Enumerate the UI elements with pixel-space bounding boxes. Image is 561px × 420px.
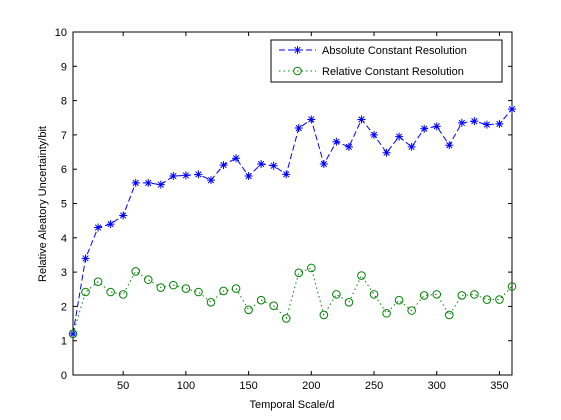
data-point-absolute xyxy=(169,172,178,181)
data-point-absolute xyxy=(307,115,316,124)
data-point-relative xyxy=(269,301,278,311)
data-point-absolute xyxy=(332,137,341,146)
data-point-relative xyxy=(181,284,191,293)
data-point-relative xyxy=(369,290,379,299)
x-tick-label: 50 xyxy=(117,380,129,392)
data-point-absolute xyxy=(395,132,404,141)
data-point-absolute xyxy=(370,130,379,139)
data-point-relative xyxy=(194,287,203,297)
data-point-absolute xyxy=(457,118,466,127)
data-point-absolute xyxy=(357,115,366,124)
data-point-absolute xyxy=(131,178,140,187)
x-tick-label: 350 xyxy=(490,380,508,392)
data-point-relative xyxy=(495,295,504,304)
data-point-absolute xyxy=(420,124,429,133)
legend-label-absolute: Absolute Constant Resolution xyxy=(322,45,467,57)
legend-box xyxy=(270,39,503,83)
data-point-relative xyxy=(457,291,467,300)
data-point-relative xyxy=(256,295,266,305)
y-tick-label: 4 xyxy=(61,233,67,245)
x-axis-label: Temporal Scale/d xyxy=(250,399,335,411)
data-point-relative xyxy=(244,305,253,315)
data-point-relative xyxy=(143,275,153,284)
data-point-relative xyxy=(332,290,341,299)
data-point-absolute xyxy=(144,178,153,187)
data-point-absolute xyxy=(294,124,303,133)
y-axis-label: Relative Aleatory Uncertainty/bit xyxy=(37,126,49,282)
y-tick-label: 2 xyxy=(61,301,67,313)
y-tick-label: 6 xyxy=(61,164,67,176)
data-point-relative xyxy=(444,310,454,320)
data-point-relative xyxy=(93,277,103,287)
y-tick-label: 1 xyxy=(61,336,67,348)
data-point-relative xyxy=(382,308,391,318)
legend-marker-relative xyxy=(293,66,302,76)
legend: Absolute Constant Resolution Relative Co… xyxy=(270,39,503,83)
data-point-relative xyxy=(118,290,128,299)
data-point-absolute xyxy=(106,220,115,229)
y-tick-label: 5 xyxy=(61,199,67,211)
data-point-absolute xyxy=(282,170,291,179)
data-point-relative xyxy=(231,284,241,293)
data-point-absolute xyxy=(445,141,454,150)
y-tick-label: 7 xyxy=(61,130,67,142)
data-point-relative xyxy=(407,306,416,315)
data-point-absolute xyxy=(119,211,128,220)
data-point-relative xyxy=(294,268,304,278)
data-point-relative xyxy=(307,263,316,273)
y-tick-label: 9 xyxy=(61,61,67,73)
data-point-relative xyxy=(319,310,329,320)
data-point-absolute xyxy=(94,223,103,232)
data-point-relative xyxy=(419,291,429,300)
data-point-absolute xyxy=(495,119,504,128)
x-tick-label: 250 xyxy=(365,380,383,392)
data-point-relative xyxy=(470,290,479,299)
data-point-relative xyxy=(131,267,141,276)
data-point-relative xyxy=(507,282,517,291)
data-point-absolute xyxy=(344,142,353,151)
data-point-relative xyxy=(482,295,492,304)
x-tick-label: 200 xyxy=(302,380,320,392)
data-point-absolute xyxy=(257,160,266,169)
data-point-absolute xyxy=(482,120,491,129)
data-point-absolute xyxy=(206,176,215,185)
data-point-absolute xyxy=(407,142,416,151)
y-tick-label: 3 xyxy=(61,267,67,279)
data-point-absolute xyxy=(244,172,253,181)
data-point-relative xyxy=(344,297,354,307)
y-tick-label: 10 xyxy=(55,27,67,39)
x-tick-label: 300 xyxy=(428,380,446,392)
data-point-relative xyxy=(156,283,166,292)
data-point-relative xyxy=(68,329,78,339)
data-point-absolute xyxy=(181,171,190,180)
x-tick-label: 150 xyxy=(239,380,257,392)
data-point-relative xyxy=(357,271,366,280)
data-point-relative xyxy=(206,297,216,307)
data-point-absolute xyxy=(81,254,90,263)
data-point-relative xyxy=(432,290,442,299)
data-point-absolute xyxy=(432,122,441,131)
data-point-relative xyxy=(106,287,115,297)
data-point-absolute xyxy=(470,117,479,126)
data-point-absolute xyxy=(232,154,241,163)
data-point-absolute xyxy=(508,105,516,114)
data-point-relative xyxy=(219,286,228,296)
data-point-relative xyxy=(394,295,404,305)
data-point-absolute xyxy=(382,148,391,157)
legend-label-relative: Relative Constant Resolution xyxy=(322,66,464,78)
data-point-absolute xyxy=(194,170,203,179)
data-point-relative xyxy=(81,287,90,297)
legend-marker-absolute xyxy=(293,46,302,54)
y-tick-label: 8 xyxy=(61,96,67,108)
data-point-relative xyxy=(169,280,178,290)
data-point-absolute xyxy=(156,180,165,189)
y-tick-label: 0 xyxy=(61,370,67,382)
data-point-absolute xyxy=(269,161,278,170)
plot-area xyxy=(72,31,513,376)
x-tick-label: 100 xyxy=(177,380,195,392)
data-point-absolute xyxy=(219,161,228,170)
data-point-relative xyxy=(281,314,291,323)
data-point-absolute xyxy=(319,160,328,169)
